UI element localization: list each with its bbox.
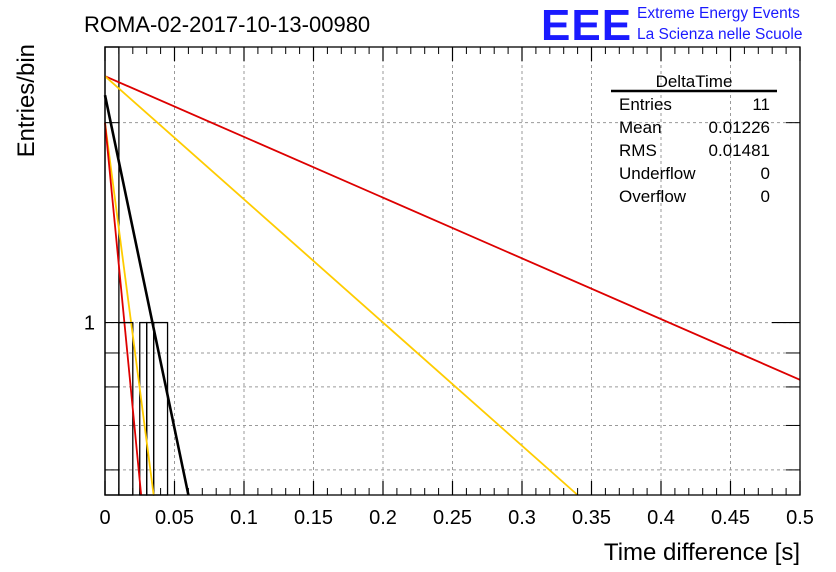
stats-row-label-2: RMS [619, 141, 657, 160]
grid [105, 47, 800, 495]
stats-row-label-3: Underflow [619, 164, 696, 183]
histogram-bins [104, 46, 169, 496]
fit-line-0 [104, 75, 801, 381]
eee-logo: EEE Extreme Energy Events La Scienza nel… [541, 1, 802, 50]
stats-box-title: DeltaTime [656, 72, 733, 91]
x-tick-label-0: 0 [99, 507, 110, 529]
x-axis-label: Time difference [s] [604, 539, 800, 566]
stats-row-value-4: 0 [761, 187, 770, 206]
x-tick-label-2: 0.1 [230, 507, 258, 529]
x-tick-label-9: 0.45 [711, 507, 750, 529]
stats-row-value-0: 11 [752, 95, 770, 114]
x-tick-label-5: 0.25 [433, 507, 472, 529]
histogram-bin-0 [104, 46, 120, 496]
x-tick-label-3: 0.15 [294, 507, 333, 529]
y-tick-label-0: 1 [84, 313, 95, 335]
histogram-bin-4 [152, 321, 169, 496]
x-tick-label-10: 0.5 [786, 507, 814, 529]
x-tick-label-1: 0.05 [155, 507, 194, 529]
fit-line-1 [104, 75, 579, 496]
eee-logo-line1: Extreme Energy Events [637, 5, 800, 22]
x-tick-label-4: 0.2 [369, 507, 397, 529]
stats-row-label-0: Entries [619, 95, 672, 114]
stats-row-value-3: 0 [761, 164, 770, 183]
stats-row-label-1: Mean [619, 118, 662, 137]
stats-box: DeltaTime Entries 11 Mean 0.01226 RMS 0.01481… [611, 72, 777, 206]
y-axis-label: Entries/bin [13, 44, 40, 157]
stats-row-value-2: 0.01481 [709, 141, 770, 160]
eee-logo-line2: La Scienza nelle Scuole [637, 26, 802, 43]
histogram-bin-1 [118, 321, 134, 496]
eee-logo-mark: EEE [541, 1, 632, 50]
stats-row-value-1: 0.01226 [709, 118, 770, 137]
fit-line-3 [104, 122, 155, 496]
fit-line-4 [104, 122, 143, 496]
x-tick-label-8: 0.4 [647, 507, 675, 529]
chart-title: ROMA-02-2017-10-13-00980 [84, 12, 370, 37]
fit-lines [103, 75, 801, 496]
axes: 0 0.05 0.1 0.15 0.2 0.25 0.3 0.35 0.4 0.45 0.5 1 [84, 46, 814, 529]
x-tick-label-6: 0.3 [508, 507, 536, 529]
stats-row-label-4: Overflow [619, 187, 687, 206]
x-tick-label-7: 0.35 [572, 507, 611, 529]
fit-line-2 [103, 94, 190, 496]
